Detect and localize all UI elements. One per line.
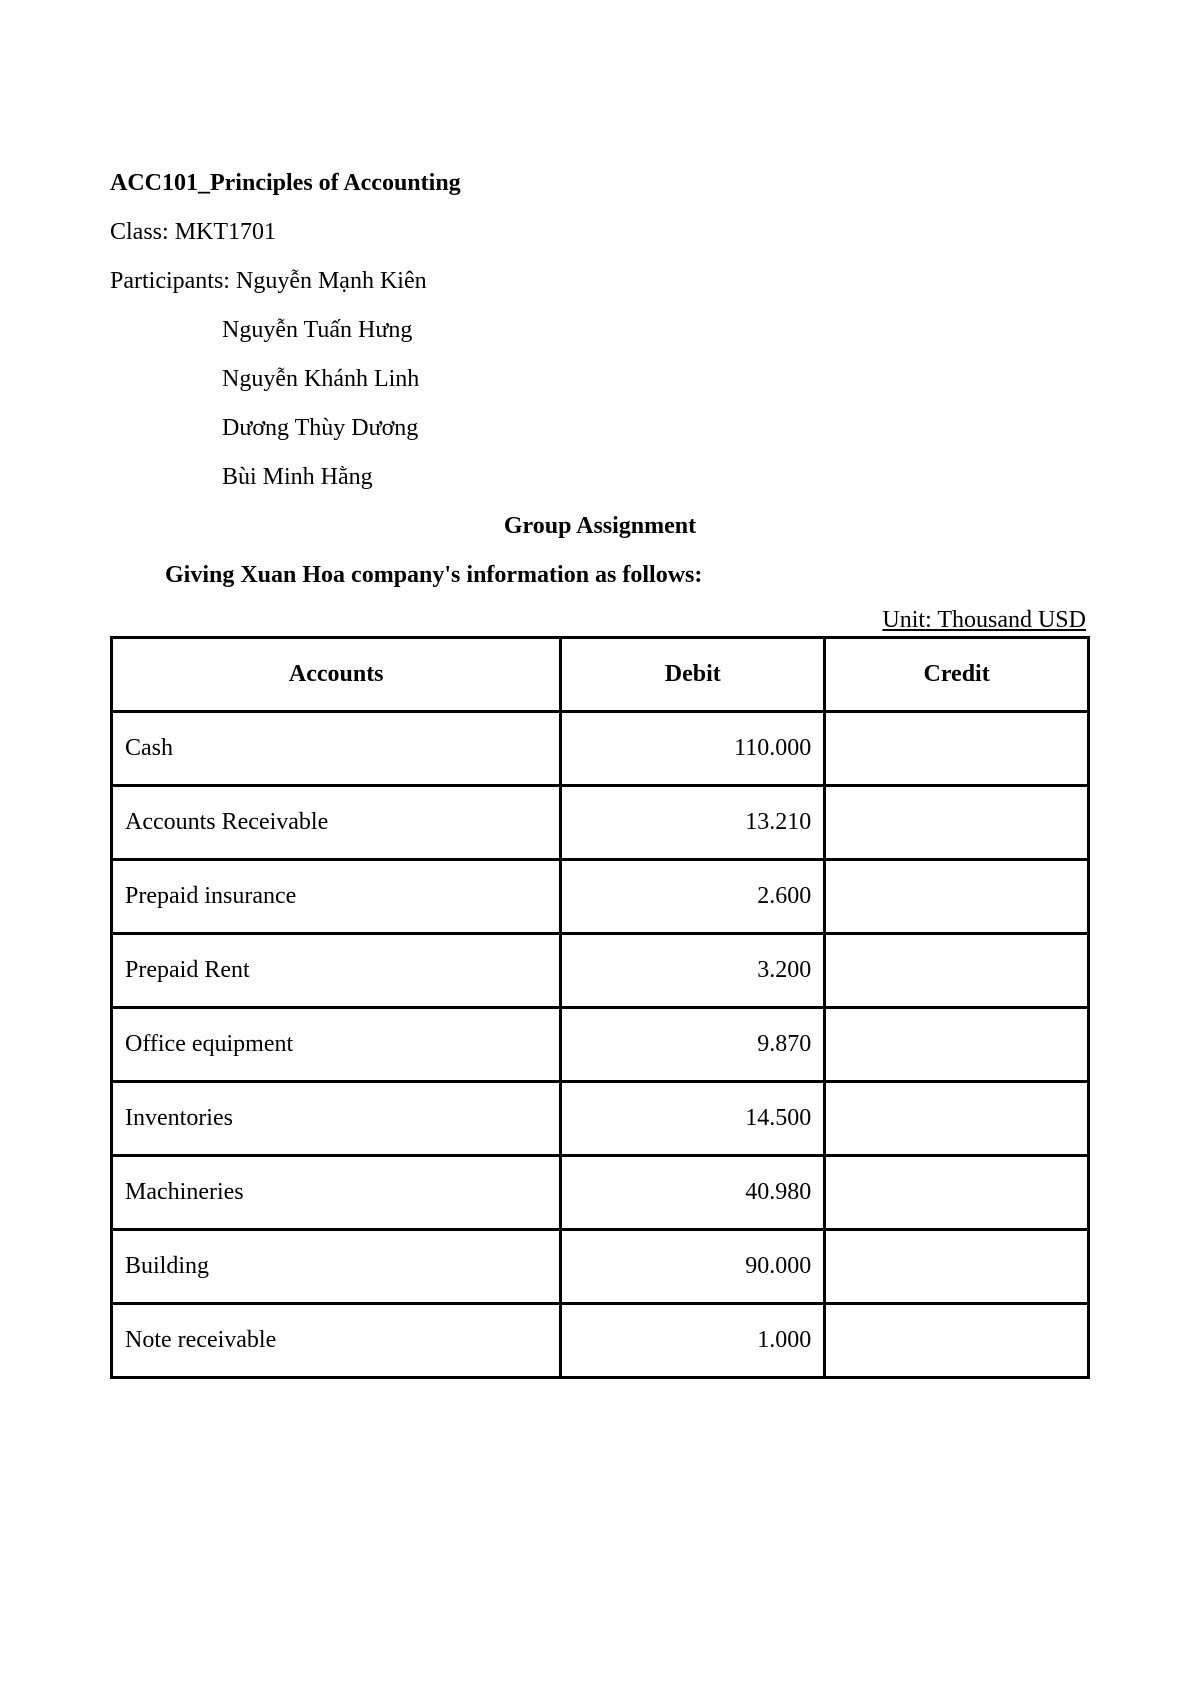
cell-debit: 14.500 <box>561 1082 825 1156</box>
cell-accounts: Inventories <box>112 1082 561 1156</box>
cell-accounts: Accounts Receivable <box>112 786 561 860</box>
cell-credit <box>825 1304 1089 1378</box>
cell-credit <box>825 1156 1089 1230</box>
unit-label: Unit: Thousand USD <box>110 607 1090 634</box>
participant-item: Dương Thùy Dương <box>222 415 1090 442</box>
cell-credit <box>825 860 1089 934</box>
cell-debit: 40.980 <box>561 1156 825 1230</box>
header-credit: Credit <box>825 638 1089 712</box>
cell-credit <box>825 786 1089 860</box>
table-row: Office equipment 9.870 <box>112 1008 1089 1082</box>
participant-item: Nguyễn Tuấn Hưng <box>222 317 1090 344</box>
subtitle: Giving Xuan Hoa company's information as… <box>165 562 1090 589</box>
cell-credit <box>825 1082 1089 1156</box>
cell-debit: 90.000 <box>561 1230 825 1304</box>
table-header-row: Accounts Debit Credit <box>112 638 1089 712</box>
table-row: Cash 110.000 <box>112 712 1089 786</box>
class-line: Class: MKT1701 <box>110 219 1090 246</box>
table-row: Inventories 14.500 <box>112 1082 1089 1156</box>
cell-credit <box>825 934 1089 1008</box>
course-title: ACC101_Principles of Accounting <box>110 170 1090 197</box>
class-value: MKT1701 <box>175 219 276 245</box>
cell-credit <box>825 712 1089 786</box>
cell-debit: 13.210 <box>561 786 825 860</box>
table-row: Machineries 40.980 <box>112 1156 1089 1230</box>
table-row: Prepaid Rent 3.200 <box>112 934 1089 1008</box>
cell-debit: 110.000 <box>561 712 825 786</box>
assignment-title: Group Assignment <box>110 513 1090 540</box>
cell-debit: 3.200 <box>561 934 825 1008</box>
cell-accounts: Machineries <box>112 1156 561 1230</box>
cell-debit: 2.600 <box>561 860 825 934</box>
accounts-table: Accounts Debit Credit Cash 110.000 Accou… <box>110 636 1090 1379</box>
cell-accounts: Office equipment <box>112 1008 561 1082</box>
cell-credit <box>825 1230 1089 1304</box>
participant-item: Bùi Minh Hằng <box>222 464 1090 491</box>
cell-debit: 1.000 <box>561 1304 825 1378</box>
cell-credit <box>825 1008 1089 1082</box>
cell-accounts: Prepaid insurance <box>112 860 561 934</box>
table-row: Note receivable 1.000 <box>112 1304 1089 1378</box>
class-label: Class: <box>110 219 175 245</box>
table-row: Accounts Receivable 13.210 <box>112 786 1089 860</box>
participants-label: Participants: <box>110 268 236 294</box>
table-row: Building 90.000 <box>112 1230 1089 1304</box>
cell-accounts: Cash <box>112 712 561 786</box>
cell-debit: 9.870 <box>561 1008 825 1082</box>
header-debit: Debit <box>561 638 825 712</box>
participants-line: Participants: Nguyễn Mạnh Kiên <box>110 268 1090 295</box>
cell-accounts: Building <box>112 1230 561 1304</box>
participant-first: Nguyễn Mạnh Kiên <box>236 268 427 294</box>
cell-accounts: Prepaid Rent <box>112 934 561 1008</box>
header-accounts: Accounts <box>112 638 561 712</box>
table-row: Prepaid insurance 2.600 <box>112 860 1089 934</box>
cell-accounts: Note receivable <box>112 1304 561 1378</box>
participant-item: Nguyễn Khánh Linh <box>222 366 1090 393</box>
